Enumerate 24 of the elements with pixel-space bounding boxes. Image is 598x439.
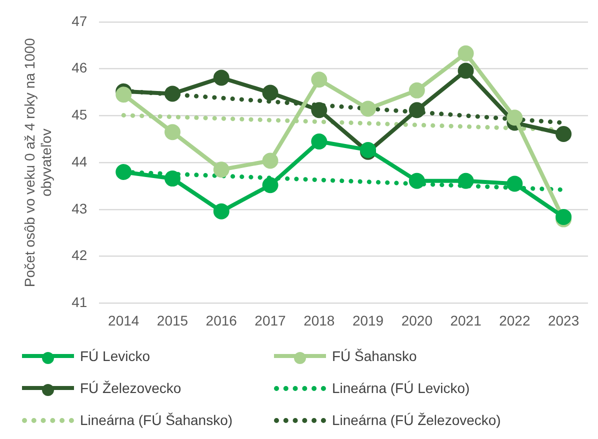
x-tick-label: 2017 bbox=[254, 312, 286, 328]
y-tick-label: 47 bbox=[72, 12, 88, 29]
y-tick-label: 44 bbox=[72, 153, 88, 170]
x-tick-label: 2015 bbox=[156, 312, 188, 328]
x-tick-label: 2023 bbox=[548, 312, 580, 328]
x-tick-label: 2018 bbox=[304, 312, 335, 328]
legend-label: FÚ Levicko bbox=[80, 348, 150, 364]
y-axis-title: Počet osôb vo veku 0 až 4 roky na 1000 obyvateľov bbox=[21, 38, 54, 288]
y-tick-label: 42 bbox=[72, 247, 88, 264]
x-tick-label: 2021 bbox=[450, 312, 482, 328]
x-tick-label: 2022 bbox=[499, 312, 530, 328]
x-tick-label: 2014 bbox=[108, 312, 140, 328]
legend-label: Lineárna (FÚ Levicko) bbox=[332, 380, 470, 396]
x-tick-label: 2019 bbox=[352, 312, 384, 328]
legend-label: FÚ Šahansko bbox=[332, 348, 417, 364]
legend-label: Lineárna (FÚ Železovecko) bbox=[332, 412, 501, 428]
legend-label: Lineárna (FÚ Šahansko) bbox=[80, 412, 233, 428]
y-tick-label: 43 bbox=[72, 200, 88, 216]
x-tick-label: 2016 bbox=[206, 312, 238, 328]
y-tick-label: 45 bbox=[72, 106, 88, 123]
y-tick-label: 46 bbox=[72, 60, 88, 76]
x-tick-label: 2020 bbox=[401, 312, 433, 328]
y-tick-label: 41 bbox=[72, 294, 88, 310]
legend-label: FÚ Železovecko bbox=[80, 380, 182, 396]
